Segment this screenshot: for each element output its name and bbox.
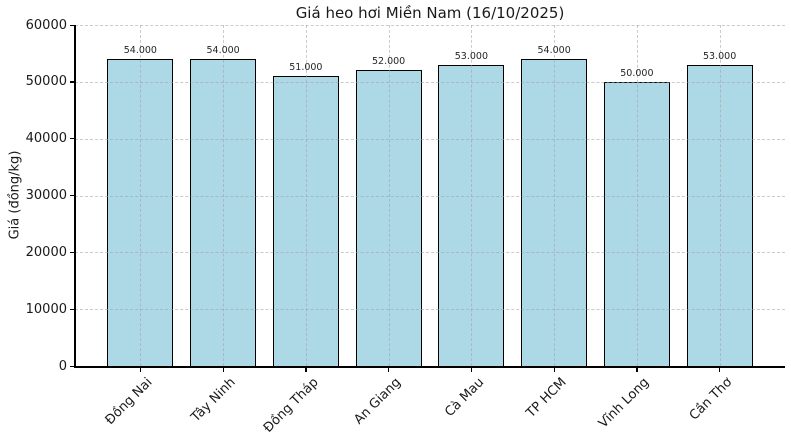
bar-value-label: 51.000 xyxy=(289,62,323,74)
y-tick-label: 30000 xyxy=(25,188,67,203)
y-tick-mark xyxy=(70,24,74,26)
x-tick-mark xyxy=(553,367,555,372)
x-tick-label: TP HCM xyxy=(523,375,570,421)
x-tick-mark xyxy=(636,367,638,372)
y-tick-label: 20000 xyxy=(25,244,67,260)
bar-cần-thơ xyxy=(686,64,753,366)
y-tick-mark xyxy=(70,81,74,83)
gridline-horizontal xyxy=(75,309,785,311)
bar-value-label: 54.000 xyxy=(206,45,240,57)
x-tick-label: Đồng Tháp xyxy=(260,375,322,436)
x-tick-mark xyxy=(222,367,224,372)
y-tick-label: 50000 xyxy=(25,74,67,90)
x-tick-mark xyxy=(388,367,390,372)
gridline-vertical xyxy=(388,25,390,366)
bar-value-label: 52.000 xyxy=(371,56,406,68)
gridline-horizontal xyxy=(75,138,785,140)
bar-value-label: 53.000 xyxy=(703,50,737,62)
gridline-vertical xyxy=(554,25,556,366)
gridline-vertical xyxy=(223,25,225,366)
x-tick-label: Tây Ninh xyxy=(188,375,239,426)
y-tick-mark xyxy=(70,195,74,197)
bar-value-label: 54.000 xyxy=(537,45,571,57)
gridline-horizontal xyxy=(75,81,785,83)
x-axis-spine xyxy=(74,366,785,368)
chart-title: Giá heo hơi Miền Nam (16/10/2025) xyxy=(295,4,565,22)
x-tick-mark xyxy=(719,367,721,372)
x-tick-label: Đồng Nai xyxy=(102,375,156,429)
y-tick-label: 10000 xyxy=(25,301,67,317)
y-tick-mark xyxy=(70,138,74,140)
bar-tp-hcm xyxy=(521,59,588,366)
gridline-vertical xyxy=(140,25,142,366)
x-tick-label: Cần Thơ xyxy=(686,375,736,424)
bar-value-label: 54.000 xyxy=(123,45,157,57)
x-tick-mark xyxy=(470,367,473,372)
plot-area: 54.000 54.000 51.000 52.000 53.000 54.000 50.0… xyxy=(70,24,785,372)
gridline-horizontal xyxy=(75,195,785,197)
x-tick-label: Vĩnh Long xyxy=(596,375,653,432)
x-tick-label: Cà Mau xyxy=(442,375,487,420)
gridline-vertical xyxy=(305,25,307,366)
gridline-vertical xyxy=(636,25,638,366)
y-tick-mark xyxy=(70,365,74,367)
y-tick-label: 40000 xyxy=(25,131,67,147)
y-axis-spine xyxy=(74,25,76,367)
gridline-horizontal xyxy=(75,252,785,254)
x-tick-mark xyxy=(139,367,142,372)
bar-value-label: 53.000 xyxy=(454,50,488,62)
x-tick-mark xyxy=(305,367,307,372)
bar-vĩnh-long xyxy=(603,81,670,366)
y-tick-mark xyxy=(70,251,74,254)
gridline-vertical xyxy=(471,25,473,366)
bar-value-label: 50.000 xyxy=(620,67,654,79)
x-tick-label: An Giang xyxy=(351,375,405,428)
y-tick-mark xyxy=(70,308,74,310)
y-tick-label: 60000 xyxy=(25,17,67,33)
gridline-vertical xyxy=(719,25,721,366)
y-tick-label: 0 xyxy=(58,358,67,374)
gridline-horizontal xyxy=(75,25,785,26)
bar-cà-mau xyxy=(438,64,505,366)
